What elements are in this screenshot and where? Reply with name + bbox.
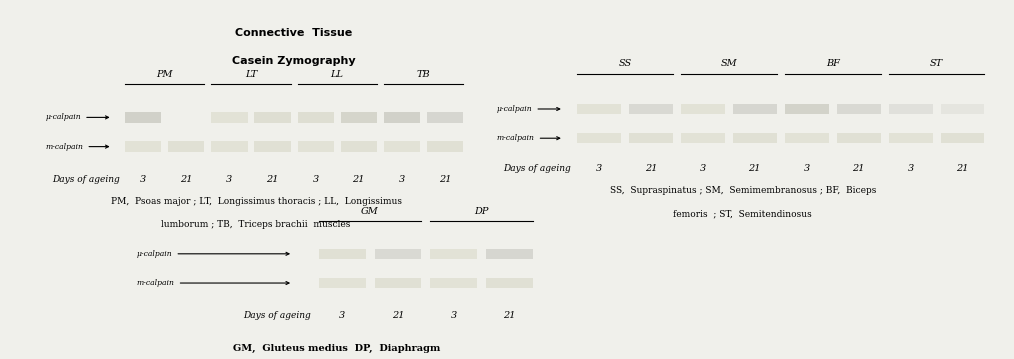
Text: TB: TB bbox=[417, 70, 430, 79]
Text: 3: 3 bbox=[339, 311, 346, 321]
Bar bbox=[733, 104, 777, 114]
Text: μ-calpain: μ-calpain bbox=[497, 105, 560, 113]
Text: 21: 21 bbox=[180, 175, 193, 184]
Bar bbox=[577, 104, 621, 114]
Text: m-calpain: m-calpain bbox=[137, 279, 289, 287]
Bar bbox=[211, 141, 247, 152]
Text: 21: 21 bbox=[853, 164, 865, 173]
Bar bbox=[341, 112, 377, 122]
Text: Days of ageing: Days of ageing bbox=[53, 175, 120, 184]
Text: LT: LT bbox=[244, 70, 258, 79]
Text: Casein Zymography: Casein Zymography bbox=[232, 56, 356, 66]
Text: 3: 3 bbox=[908, 164, 914, 173]
Bar bbox=[211, 112, 247, 122]
Text: μ-calpain: μ-calpain bbox=[137, 250, 289, 258]
Bar bbox=[374, 278, 422, 288]
Bar bbox=[629, 104, 672, 114]
Text: 3: 3 bbox=[226, 175, 232, 184]
Text: 3: 3 bbox=[804, 164, 810, 173]
Text: m-calpain: m-calpain bbox=[46, 143, 108, 151]
Bar bbox=[837, 133, 880, 143]
Bar bbox=[889, 104, 933, 114]
Bar bbox=[297, 112, 334, 122]
Bar bbox=[427, 141, 463, 152]
Text: 3: 3 bbox=[700, 164, 706, 173]
Bar bbox=[629, 133, 672, 143]
Bar bbox=[785, 104, 828, 114]
Bar bbox=[733, 133, 777, 143]
Bar bbox=[427, 112, 463, 122]
Text: 21: 21 bbox=[503, 311, 516, 321]
Bar bbox=[383, 112, 420, 122]
Text: 3: 3 bbox=[450, 311, 457, 321]
Bar bbox=[785, 133, 828, 143]
Text: PM,  Psoas major ; LT,  Longissimus thoracis ; LL,  Longissimus: PM, Psoas major ; LT, Longissimus thorac… bbox=[111, 196, 402, 206]
Bar bbox=[168, 141, 205, 152]
Bar bbox=[889, 133, 933, 143]
Bar bbox=[941, 104, 985, 114]
Text: lumborum ; TB,  Triceps brachii  muscles: lumborum ; TB, Triceps brachii muscles bbox=[161, 220, 351, 229]
Text: GM: GM bbox=[361, 206, 379, 216]
Bar bbox=[255, 112, 291, 122]
Bar bbox=[255, 141, 291, 152]
Text: Days of ageing: Days of ageing bbox=[504, 164, 572, 173]
Text: 21: 21 bbox=[353, 175, 365, 184]
Text: BF: BF bbox=[825, 59, 840, 69]
Text: SM: SM bbox=[721, 59, 737, 69]
Bar bbox=[837, 104, 880, 114]
Bar bbox=[486, 249, 533, 259]
Text: Days of ageing: Days of ageing bbox=[243, 311, 310, 321]
Text: 21: 21 bbox=[267, 175, 279, 184]
Text: 21: 21 bbox=[439, 175, 451, 184]
Bar bbox=[318, 249, 366, 259]
Text: 21: 21 bbox=[956, 164, 969, 173]
Text: 21: 21 bbox=[748, 164, 762, 173]
Bar bbox=[125, 112, 161, 122]
Text: 3: 3 bbox=[312, 175, 318, 184]
Bar bbox=[125, 141, 161, 152]
Text: ST: ST bbox=[930, 59, 943, 69]
Bar bbox=[374, 249, 422, 259]
Text: SS,  Supraspinatus ; SM,  Semimembranosus ; BF,  Biceps: SS, Supraspinatus ; SM, Semimembranosus … bbox=[609, 186, 876, 195]
Text: Connective  Tissue: Connective Tissue bbox=[235, 28, 353, 38]
Bar bbox=[430, 249, 478, 259]
Bar bbox=[681, 104, 725, 114]
Text: DP: DP bbox=[475, 206, 489, 216]
Text: μ-calpain: μ-calpain bbox=[46, 113, 108, 121]
Text: m-calpain: m-calpain bbox=[497, 134, 560, 142]
Text: GM,  Gluteus medius  DP,  Diaphragm: GM, Gluteus medius DP, Diaphragm bbox=[233, 344, 441, 353]
Text: 3: 3 bbox=[140, 175, 146, 184]
Bar bbox=[383, 141, 420, 152]
Bar bbox=[297, 141, 334, 152]
Text: LL: LL bbox=[331, 70, 344, 79]
Bar bbox=[941, 133, 985, 143]
Bar bbox=[341, 141, 377, 152]
Text: 21: 21 bbox=[391, 311, 405, 321]
Text: 3: 3 bbox=[399, 175, 405, 184]
Bar bbox=[577, 133, 621, 143]
Bar bbox=[486, 278, 533, 288]
Bar bbox=[681, 133, 725, 143]
Text: femoris  ; ST,  Semitendinosus: femoris ; ST, Semitendinosus bbox=[673, 209, 812, 219]
Text: PM: PM bbox=[156, 70, 173, 79]
Text: 21: 21 bbox=[645, 164, 657, 173]
Bar bbox=[318, 278, 366, 288]
Bar bbox=[430, 278, 478, 288]
Text: 3: 3 bbox=[596, 164, 602, 173]
Text: SS: SS bbox=[619, 59, 632, 69]
